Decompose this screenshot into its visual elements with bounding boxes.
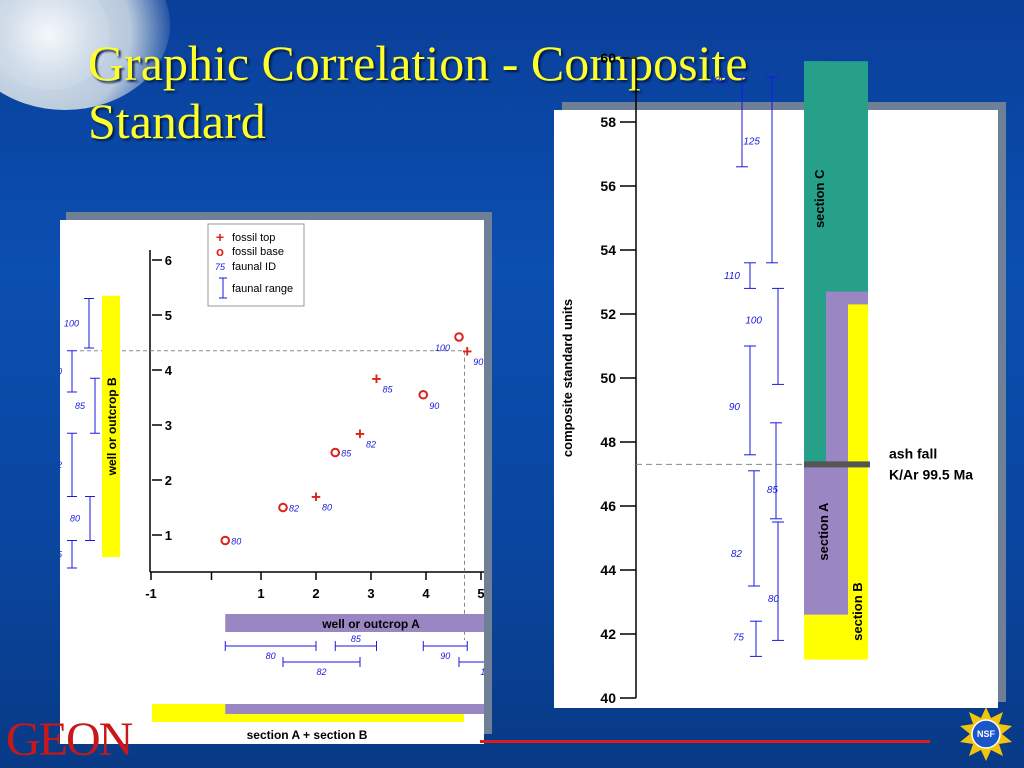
faunal-range-id: 90 bbox=[729, 402, 741, 413]
y-tick-label: 5 bbox=[165, 308, 172, 323]
x-tick-label: 2 bbox=[312, 586, 319, 601]
y-tick-label: 54 bbox=[600, 242, 616, 258]
fossil-base-point bbox=[454, 332, 464, 342]
slide-title: Graphic Correlation - Composite Standard bbox=[88, 34, 948, 150]
y-tick-label: 60 bbox=[600, 50, 616, 66]
range-b-id: 75 bbox=[60, 549, 63, 559]
section-c-column-left bbox=[804, 61, 826, 465]
y-tick-label: 58 bbox=[600, 114, 616, 130]
range-b-id: 85 bbox=[75, 401, 86, 411]
fossil-base-point bbox=[278, 502, 288, 513]
left-chart-panel: 1 2 3 4 5 6 -1 1 2 3 4 5 + fossil top o fossil base 75 fa… bbox=[52, 220, 538, 744]
point-id-label: 90 bbox=[473, 357, 483, 367]
point-id-label: 100 bbox=[435, 343, 450, 353]
graphic-correlation-chart: 1 2 3 4 5 6 -1 1 2 3 4 5 + fossil top o fossil base 75 fa… bbox=[52, 223, 538, 742]
nsf-logo: NSF bbox=[960, 707, 1012, 761]
y-tick-label: 44 bbox=[600, 562, 616, 578]
ash-fall-bar bbox=[804, 461, 870, 468]
faunal-range-id: 75 bbox=[733, 632, 745, 643]
fossil-top-point: + bbox=[311, 488, 321, 507]
faunal-range-id: 82 bbox=[731, 549, 743, 560]
section-b-column-base bbox=[804, 614, 848, 660]
footer-divider bbox=[480, 740, 930, 743]
fossil-top-point: + bbox=[372, 369, 382, 388]
legend-symbol-id: 75 bbox=[215, 262, 226, 272]
title-line-2: Standard bbox=[88, 93, 266, 149]
y-tick-label: 1 bbox=[165, 528, 172, 543]
composite-standard-chart: 40 42 44 46 48 50 52 54 56 58 60 composite standard… bbox=[560, 50, 973, 706]
point-id-label: 82 bbox=[366, 439, 376, 449]
fossil-top-point: + bbox=[355, 424, 365, 443]
legend-symbol-top: + bbox=[216, 229, 224, 245]
legend-symbol-base: o bbox=[216, 244, 224, 259]
range-b-id: 90 bbox=[60, 366, 62, 376]
section-b-label: section B bbox=[850, 582, 865, 641]
well-b-band bbox=[102, 295, 120, 557]
point-id-label: 80 bbox=[322, 503, 332, 513]
faunal-range-id: 110 bbox=[724, 271, 740, 282]
y-tick-label: 52 bbox=[600, 306, 616, 322]
range-a-id: 80 bbox=[266, 651, 276, 661]
y-tick-label: 2 bbox=[165, 473, 172, 488]
range-b-id: 100 bbox=[64, 318, 79, 328]
x-tick-label: 5 bbox=[477, 586, 484, 601]
point-id-label: 85 bbox=[341, 449, 352, 459]
x-tick-label: 4 bbox=[422, 586, 430, 601]
faunal-range-id: 80 bbox=[768, 594, 780, 605]
title-line-1: Graphic Correlation - Composite bbox=[88, 35, 748, 91]
well-a-band bbox=[225, 614, 517, 632]
legend-label-fossil-top: fossil top bbox=[232, 232, 275, 244]
fossil-base-point bbox=[220, 535, 231, 546]
legend-label-fossil-base: fossil base bbox=[232, 246, 284, 258]
bottom-band-label: section A + section B bbox=[247, 728, 368, 742]
x-tick-label: 1 bbox=[257, 586, 264, 601]
fossil-base-point bbox=[330, 447, 341, 458]
y-tick-label: 50 bbox=[600, 370, 616, 386]
fossil-top-point: + bbox=[462, 342, 472, 361]
range-b-id: 80 bbox=[70, 514, 80, 524]
point-id-label: 80 bbox=[231, 537, 241, 547]
ash-fall-date: K/Ar 99.5 Ma bbox=[889, 466, 973, 482]
y-tick-label: 3 bbox=[165, 418, 172, 433]
y-tick-label: 4 bbox=[165, 363, 173, 378]
bottom-band-section-a bbox=[225, 704, 517, 714]
section-c-label: section C bbox=[812, 169, 827, 228]
y-tick-label: 6 bbox=[165, 253, 172, 268]
point-id-label: 82 bbox=[289, 504, 299, 514]
y-tick-label: 40 bbox=[600, 690, 616, 706]
faunal-range-id: 100 bbox=[745, 316, 762, 327]
legend-label-faunal-range: faunal range bbox=[232, 283, 293, 295]
range-b-id: 82 bbox=[60, 460, 62, 470]
geon-logo: GEON bbox=[6, 713, 133, 766]
point-id-label: 85 bbox=[383, 384, 394, 394]
y-tick-label: 42 bbox=[600, 626, 616, 642]
y-tick-label: 46 bbox=[600, 498, 616, 514]
faunal-range-id: 125 bbox=[743, 136, 760, 147]
range-a-id: 82 bbox=[316, 667, 326, 677]
nsf-text: NSF bbox=[977, 729, 996, 739]
range-a-id: 90 bbox=[440, 651, 450, 661]
x-tick-label: 3 bbox=[367, 586, 374, 601]
point-id-label: 90 bbox=[429, 401, 439, 411]
well-a-label: well or outcrop A bbox=[321, 617, 420, 631]
y-tick-label: 56 bbox=[600, 178, 616, 194]
right-chart-panel: 40 42 44 46 48 50 52 54 56 58 60 composite standard… bbox=[554, 50, 998, 708]
fossil-base-point bbox=[418, 389, 429, 400]
ash-fall-label: ash fall bbox=[889, 445, 937, 461]
y-tick-label: 48 bbox=[600, 434, 616, 450]
x-tick-label: -1 bbox=[145, 586, 157, 601]
faunal-range-id: 85 bbox=[767, 485, 779, 496]
faunal-range-id: 130 bbox=[709, 76, 726, 87]
range-a-id: 85 bbox=[351, 634, 362, 644]
section-a-label: section A bbox=[816, 502, 831, 561]
legend-box bbox=[207, 223, 305, 307]
well-b-label: well or outcrop B bbox=[105, 377, 119, 476]
y-axis-title: composite standard units bbox=[560, 299, 575, 457]
section-b-column bbox=[848, 304, 868, 660]
range-a-id: 100 bbox=[480, 667, 484, 677]
legend-label-faunal-id: faunal ID bbox=[232, 261, 276, 273]
